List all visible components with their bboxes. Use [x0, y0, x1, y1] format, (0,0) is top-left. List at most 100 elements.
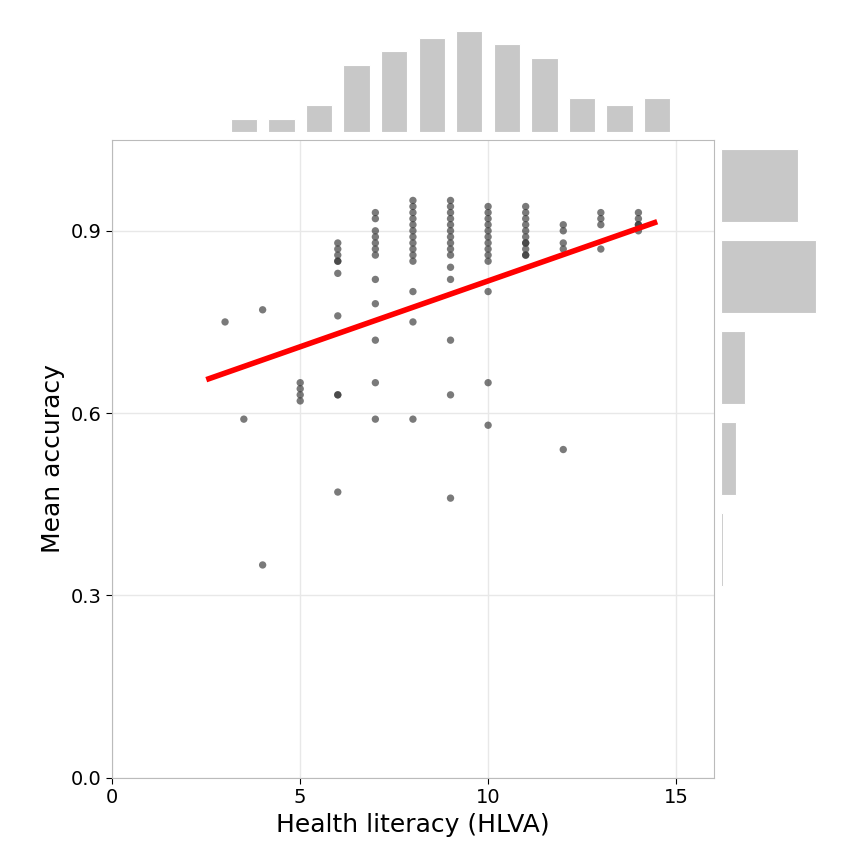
- Point: [406, 224, 420, 238]
- Point: [331, 242, 345, 256]
- Point: [368, 206, 382, 219]
- Bar: [306, 105, 332, 132]
- Point: [256, 303, 270, 317]
- Point: [481, 248, 495, 262]
- Point: [406, 218, 420, 232]
- Bar: [231, 118, 257, 132]
- Point: [331, 248, 345, 262]
- Point: [481, 418, 495, 432]
- Point: [518, 242, 532, 256]
- Point: [256, 558, 270, 572]
- Point: [406, 230, 420, 244]
- Point: [368, 334, 382, 347]
- Point: [443, 200, 457, 213]
- Bar: [381, 51, 407, 132]
- Point: [518, 236, 532, 250]
- Point: [406, 236, 420, 250]
- X-axis label: Health literacy (HLVA): Health literacy (HLVA): [276, 812, 550, 836]
- Point: [368, 412, 382, 426]
- Bar: [569, 98, 595, 132]
- Point: [481, 242, 495, 256]
- Point: [443, 260, 457, 274]
- Bar: [721, 149, 798, 222]
- Point: [293, 382, 307, 396]
- Point: [406, 248, 420, 262]
- Point: [368, 230, 382, 244]
- Point: [443, 224, 457, 238]
- Point: [518, 200, 532, 213]
- Point: [632, 218, 645, 232]
- Bar: [721, 331, 745, 404]
- Point: [331, 486, 345, 499]
- Point: [556, 442, 570, 456]
- Point: [632, 212, 645, 226]
- Point: [331, 388, 345, 402]
- Point: [556, 224, 570, 238]
- Point: [406, 200, 420, 213]
- Point: [443, 248, 457, 262]
- Point: [406, 242, 420, 256]
- Point: [368, 236, 382, 250]
- Point: [368, 376, 382, 390]
- Point: [481, 206, 495, 219]
- Point: [443, 236, 457, 250]
- Point: [481, 200, 495, 213]
- Point: [293, 388, 307, 402]
- Point: [218, 315, 232, 329]
- Point: [594, 212, 607, 226]
- Point: [518, 248, 532, 262]
- Point: [518, 212, 532, 226]
- Point: [293, 394, 307, 408]
- Point: [481, 236, 495, 250]
- Point: [556, 218, 570, 232]
- Point: [443, 492, 457, 505]
- Point: [518, 224, 532, 238]
- Point: [443, 230, 457, 244]
- Bar: [721, 240, 816, 313]
- Point: [368, 297, 382, 311]
- Point: [481, 284, 495, 298]
- Point: [443, 206, 457, 219]
- Y-axis label: Mean accuracy: Mean accuracy: [41, 365, 66, 553]
- Point: [632, 206, 645, 219]
- Bar: [418, 38, 445, 132]
- Point: [594, 242, 607, 256]
- Point: [293, 376, 307, 390]
- Bar: [644, 98, 670, 132]
- Bar: [721, 422, 736, 495]
- Point: [518, 218, 532, 232]
- Point: [406, 412, 420, 426]
- Point: [518, 248, 532, 262]
- Point: [481, 212, 495, 226]
- Point: [518, 230, 532, 244]
- Point: [594, 206, 607, 219]
- Point: [368, 272, 382, 286]
- Bar: [456, 31, 482, 132]
- Bar: [607, 105, 632, 132]
- Point: [481, 230, 495, 244]
- Point: [406, 212, 420, 226]
- Point: [443, 194, 457, 207]
- Point: [594, 218, 607, 232]
- Point: [443, 242, 457, 256]
- Point: [331, 309, 345, 323]
- Bar: [721, 513, 723, 587]
- Point: [481, 254, 495, 268]
- Point: [443, 218, 457, 232]
- Point: [556, 236, 570, 250]
- Point: [518, 236, 532, 250]
- Point: [481, 218, 495, 232]
- Point: [406, 206, 420, 219]
- Point: [331, 236, 345, 250]
- Point: [237, 412, 251, 426]
- Point: [481, 376, 495, 390]
- Point: [331, 388, 345, 402]
- Point: [331, 254, 345, 268]
- Point: [406, 194, 420, 207]
- Point: [556, 242, 570, 256]
- Bar: [343, 65, 370, 132]
- Point: [368, 224, 382, 238]
- Point: [368, 212, 382, 226]
- Bar: [268, 118, 295, 132]
- Point: [632, 218, 645, 232]
